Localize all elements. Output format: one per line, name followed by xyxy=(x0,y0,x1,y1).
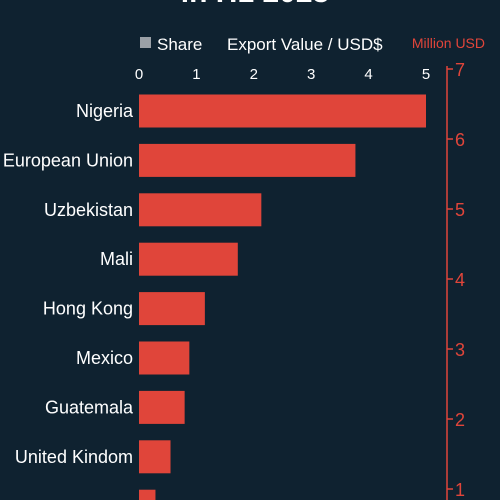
share-legend-swatch xyxy=(140,37,151,48)
right-axis-tick-label: 1 xyxy=(455,480,465,500)
bar-mexico xyxy=(139,341,190,375)
right-axis-tick-label: 3 xyxy=(455,340,465,360)
bar-european-union xyxy=(139,143,356,177)
category-label: Mexico xyxy=(76,348,133,368)
category-label: Hong Kong xyxy=(43,299,133,319)
category-labels: Nigeria European Union Uzbekistan Mali Hong … xyxy=(3,101,134,467)
bar-uzbekistan xyxy=(139,193,262,227)
bar-partial xyxy=(139,489,156,500)
top-tick-label: 1 xyxy=(192,66,200,83)
bars-group xyxy=(139,94,426,500)
bar-hong-kong xyxy=(139,292,205,326)
top-tick-label: 5 xyxy=(422,66,430,83)
right-axis-tick-label: 5 xyxy=(455,200,465,220)
right-axis-tick-label: 6 xyxy=(455,130,465,150)
top-axis: 0 1 2 3 4 5 xyxy=(135,66,430,83)
bar-mali xyxy=(139,242,238,276)
top-tick-label: 4 xyxy=(364,66,372,83)
right-axis: 1 2 3 4 5 6 7 xyxy=(446,60,465,500)
bar-united-kindom xyxy=(139,440,171,474)
top-tick-label: 0 xyxy=(135,66,143,83)
chart-title: in H1 2023 xyxy=(181,0,329,9)
bar-nigeria xyxy=(139,94,426,128)
share-legend-label: Share xyxy=(157,35,202,54)
unit-legend-label: Million USD xyxy=(412,35,485,51)
bar-guatemala xyxy=(139,390,185,424)
category-label: Mali xyxy=(100,249,133,269)
top-tick-label: 3 xyxy=(307,66,315,83)
right-axis-tick-label: 7 xyxy=(455,60,465,80)
legend: Share Export Value / USD$ Million USD xyxy=(140,35,485,54)
category-label: European Union xyxy=(3,150,133,170)
right-axis-tick-label: 4 xyxy=(455,270,465,290)
value-legend-label: Export Value / USD$ xyxy=(227,35,383,54)
right-axis-tick-label: 2 xyxy=(455,410,465,430)
category-label: Uzbekistan xyxy=(44,200,133,220)
category-label: Nigeria xyxy=(76,101,134,121)
category-label: Guatemala xyxy=(45,397,134,417)
top-tick-label: 2 xyxy=(250,66,258,83)
category-label: United Kindom xyxy=(15,447,133,467)
